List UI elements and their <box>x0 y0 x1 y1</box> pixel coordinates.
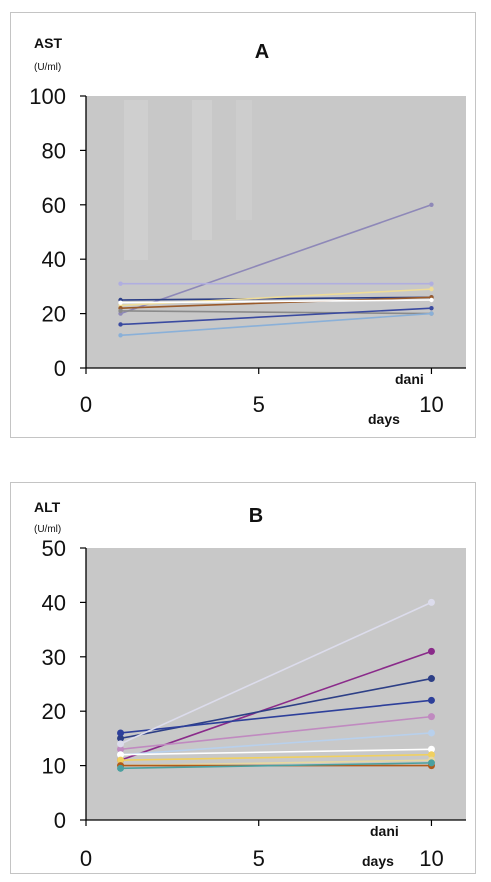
data-point <box>118 322 123 327</box>
y-tick-label: 20 <box>42 699 66 724</box>
y-tick-label: 0 <box>54 808 66 833</box>
data-point <box>429 281 434 286</box>
y-tick-label: 60 <box>42 193 66 218</box>
x-tick-label: 5 <box>253 392 265 417</box>
panel-title-b: B <box>249 505 263 527</box>
data-point <box>427 696 435 704</box>
series-line <box>120 204 432 315</box>
series-line <box>120 759 432 767</box>
data-point <box>117 734 125 742</box>
data-point <box>118 308 123 314</box>
y-tick-label: 40 <box>42 590 66 615</box>
x-axis-label-bottom-a: days <box>368 411 400 427</box>
data-point <box>117 764 125 772</box>
y-axis-unit-b: (U/ml) <box>34 524 61 535</box>
y-tick-label: 20 <box>42 302 66 327</box>
x-tick-label: 5 <box>253 846 265 871</box>
series-line <box>120 762 432 770</box>
data-point <box>429 305 434 311</box>
series-line <box>120 748 432 756</box>
data-point <box>427 647 435 655</box>
data-point <box>117 751 125 759</box>
data-point <box>118 300 123 305</box>
series-line <box>120 753 432 761</box>
data-point <box>427 598 435 606</box>
x-axis-label-top-b: dani <box>370 823 399 839</box>
plot-band <box>236 100 252 220</box>
series-line <box>120 677 432 740</box>
y-tick-label: 100 <box>29 84 66 109</box>
y-tick-label: 80 <box>42 138 66 163</box>
data-point <box>427 729 435 737</box>
data-point <box>117 756 125 764</box>
series-line <box>120 296 432 309</box>
data-point <box>118 281 123 286</box>
x-tick-label: 10 <box>419 846 443 871</box>
y-axis-label-a: AST <box>34 35 62 51</box>
data-point <box>117 740 125 748</box>
x-axis-label-top-a: dani <box>395 371 424 387</box>
data-point <box>429 297 434 303</box>
series-line <box>120 715 432 751</box>
data-point <box>429 286 434 292</box>
data-point <box>429 311 434 316</box>
x-tick-label: 0 <box>80 392 92 417</box>
series-line <box>120 650 432 761</box>
series-line <box>120 601 432 745</box>
y-tick-label: 10 <box>42 754 66 779</box>
x-tick-label: 10 <box>419 392 443 417</box>
series-line <box>120 299 432 304</box>
data-point <box>427 759 435 767</box>
plot-area-b <box>86 548 466 820</box>
y-axis-label-b: ALT <box>34 499 61 515</box>
y-tick-label: 40 <box>42 247 66 272</box>
series-line <box>120 307 432 326</box>
data-point <box>427 713 435 721</box>
series-line <box>120 310 432 315</box>
data-point <box>427 675 435 683</box>
data-point <box>117 729 125 737</box>
y-tick-label: 30 <box>42 645 66 670</box>
y-axis-unit-a: (U/ml) <box>34 62 61 73</box>
y-tick-label: 0 <box>54 356 66 381</box>
data-point <box>117 745 125 753</box>
series-line <box>120 296 432 301</box>
plot-band <box>124 100 148 260</box>
y-tick-label: 50 <box>42 536 66 561</box>
series-line <box>120 312 432 337</box>
x-axis-label-bottom-b: days <box>362 853 394 869</box>
x-tick-label: 0 <box>80 846 92 871</box>
series-line <box>120 699 432 734</box>
series-line <box>120 732 432 756</box>
data-point <box>427 751 435 759</box>
plot-band <box>192 100 212 240</box>
data-point <box>427 745 435 753</box>
data-point <box>118 333 123 338</box>
data-point <box>429 202 434 207</box>
panel-title-a: A <box>255 41 269 63</box>
